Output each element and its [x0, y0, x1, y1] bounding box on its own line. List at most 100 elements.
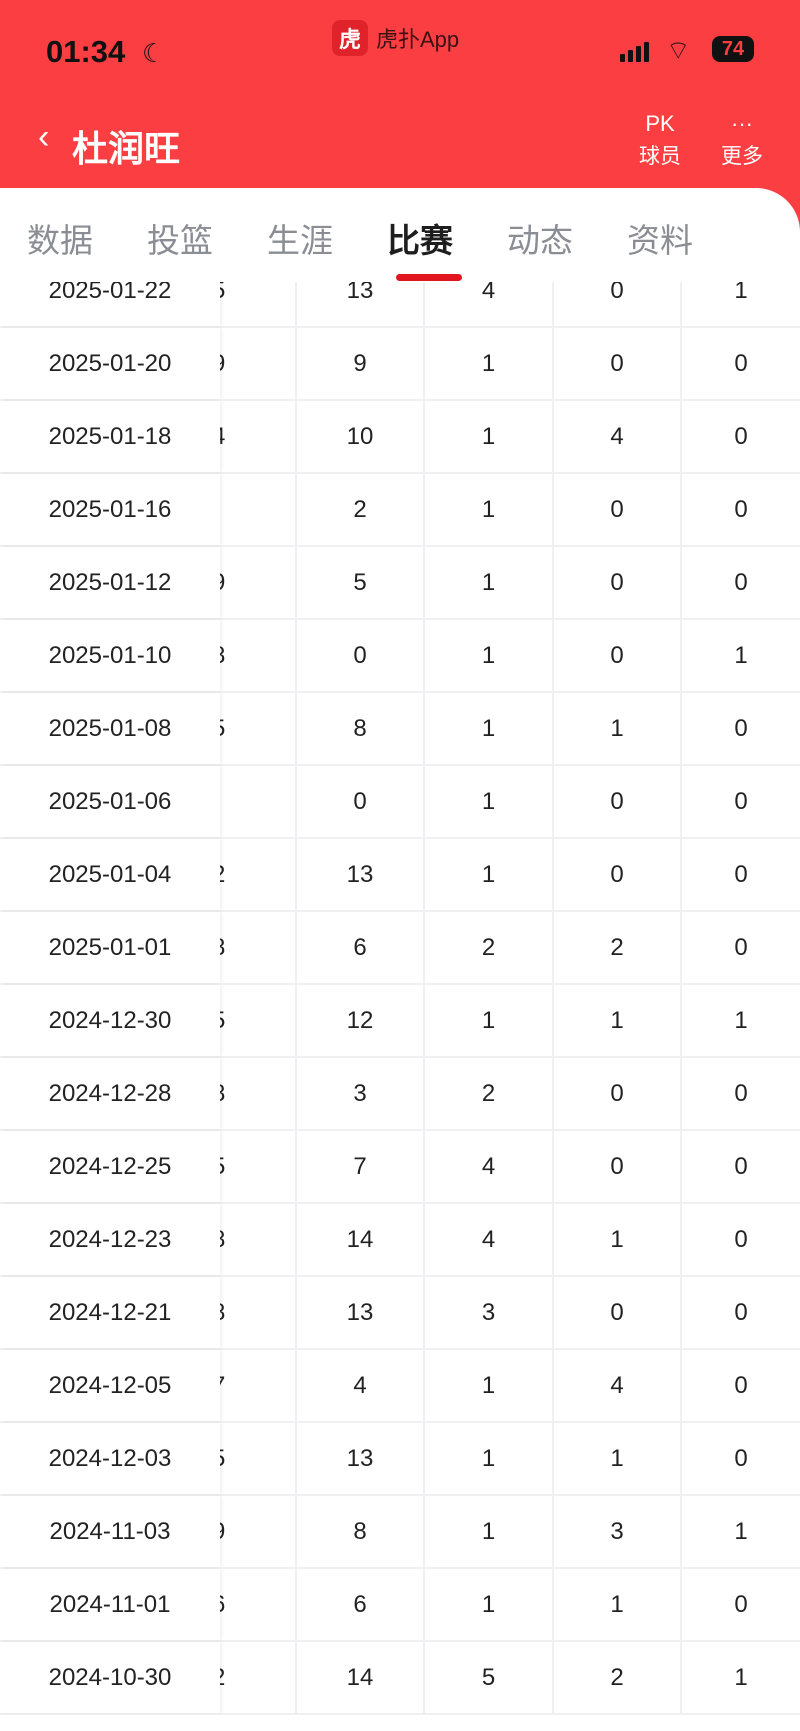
wifi-icon: ⌔: [666, 35, 691, 65]
back-icon[interactable]: ‹: [38, 118, 50, 156]
table-row[interactable]: 2024-12-2883200: [0, 1058, 800, 1131]
stat-cell: 1: [552, 1569, 680, 1640]
app-indicator[interactable]: 虎 虎扑App: [332, 20, 459, 56]
stat-cell: 0: [680, 1277, 800, 1348]
stat-cell: 1: [680, 1496, 800, 1567]
table-row[interactable]: 2025-01-06 0 1 0 0: [0, 766, 800, 839]
date-cell: 2024-10-30: [0, 1642, 220, 1713]
date-cell: 2025-01-08: [0, 693, 220, 764]
table-row[interactable]: 2025-01-1080101: [0, 620, 800, 693]
stat-cell: 13: [295, 282, 423, 326]
date-cell: 2025-01-12: [0, 547, 220, 618]
table-row[interactable]: 2024-12-30512111: [0, 985, 800, 1058]
stat-cell: 4: [423, 1204, 552, 1275]
battery-icon: 74: [712, 36, 754, 62]
tab-0[interactable]: 数据: [27, 222, 93, 259]
more-button[interactable]: ··· 更多: [712, 108, 772, 170]
stat-cell: 13: [295, 839, 423, 910]
table-row[interactable]: 2025-01-0186220: [0, 912, 800, 985]
stat-cell: 4: [295, 1350, 423, 1421]
table-row[interactable]: 2024-11-0166110: [0, 1569, 800, 1642]
stat-cell: 0: [552, 1277, 680, 1348]
stat-cell: 1: [680, 985, 800, 1056]
stat-cell: 5: [423, 1642, 552, 1713]
table-row[interactable]: 2025-01-04213100: [0, 839, 800, 912]
app-logo-icon: 虎: [332, 20, 368, 56]
active-tab-indicator: [396, 274, 462, 281]
stat-cell: 0: [552, 474, 680, 545]
stat-cell: 4: [423, 282, 552, 326]
tab-4[interactable]: 动态: [507, 222, 573, 259]
stat-cell: 1: [423, 474, 552, 545]
table-row[interactable]: 2024-10-30214521: [0, 1642, 800, 1715]
game-log-table[interactable]: 2025-01-225134012025-01-20991002025-01-1…: [0, 282, 800, 1731]
table-row[interactable]: 2024-12-23814410: [0, 1204, 800, 1277]
stat-cell: 2: [552, 912, 680, 983]
table-row[interactable]: 2024-12-21813300: [0, 1277, 800, 1350]
table-row[interactable]: 2024-12-2557400: [0, 1131, 800, 1204]
stat-cell: 1: [680, 282, 800, 326]
stat-cell: 0: [680, 1204, 800, 1275]
stat-cell: 0: [680, 912, 800, 983]
tab-2[interactable]: 生涯: [267, 222, 333, 259]
stat-cell: 0: [552, 282, 680, 326]
date-cell: 2025-01-06: [0, 766, 220, 837]
stat-cell: 1: [423, 1423, 552, 1494]
date-cell: 2025-01-10: [0, 620, 220, 691]
stat-cell: 1: [423, 328, 552, 399]
date-cell: 2024-11-01: [0, 1569, 220, 1640]
stat-cell: 14: [295, 1204, 423, 1275]
stat-cell: 0: [552, 1131, 680, 1202]
table-row[interactable]: 2025-01-18410140: [0, 401, 800, 474]
stat-cell: 4: [423, 1131, 552, 1202]
stat-cell: 6: [295, 1569, 423, 1640]
stat-cell: 8: [295, 693, 423, 764]
stat-cell: 3: [552, 1496, 680, 1567]
stat-cell: 0: [680, 1058, 800, 1129]
stat-cell: 1: [552, 1204, 680, 1275]
stat-cell: 2: [423, 912, 552, 983]
stat-cell: 0: [552, 547, 680, 618]
stat-cell: 1: [423, 985, 552, 1056]
table-row[interactable]: 2025-01-1295100: [0, 547, 800, 620]
table-row[interactable]: 2025-01-22513401: [0, 282, 800, 328]
tab-1[interactable]: 投篮: [147, 222, 213, 259]
table-row[interactable]: 2024-12-03513110: [0, 1423, 800, 1496]
stat-cell: 4: [552, 1350, 680, 1421]
stat-cell: 2: [552, 1642, 680, 1713]
tab-3[interactable]: 比赛: [387, 222, 453, 259]
stat-cell: 6: [295, 912, 423, 983]
stat-cell: 0: [680, 1350, 800, 1421]
stat-cell: 1: [423, 1496, 552, 1567]
player-pk-button[interactable]: PK 球员: [630, 108, 690, 170]
stat-cell: 10: [295, 401, 423, 472]
stat-cell: 0: [295, 620, 423, 691]
date-cell: 2025-01-20: [0, 328, 220, 399]
date-cell: 2024-12-30: [0, 985, 220, 1056]
table-row[interactable]: 2024-12-0574140: [0, 1350, 800, 1423]
tab-5[interactable]: 资料: [627, 222, 693, 259]
stat-cell: 1: [680, 1642, 800, 1713]
stat-cell: 2: [295, 474, 423, 545]
moon-icon: ☾: [142, 38, 166, 68]
stat-cell: 12: [295, 985, 423, 1056]
stat-cell: 0: [680, 401, 800, 472]
stat-cell: 14: [295, 1642, 423, 1713]
stat-cell: 1: [423, 1569, 552, 1640]
pk-icon: PK: [645, 111, 675, 136]
stat-cell: 1: [423, 766, 552, 837]
stat-cell: 3: [295, 1058, 423, 1129]
date-cell: 2024-12-05: [0, 1350, 220, 1421]
stat-cell: 0: [680, 474, 800, 545]
table-row[interactable]: 2025-01-16 2 1 0 0: [0, 474, 800, 547]
table-row[interactable]: 2025-01-0858110: [0, 693, 800, 766]
stat-cell: 2: [423, 1058, 552, 1129]
stat-cell: 0: [552, 1058, 680, 1129]
stat-cell: 7: [295, 1131, 423, 1202]
date-cell: 2024-12-03: [0, 1423, 220, 1494]
stat-cell: 9: [295, 328, 423, 399]
pk-label: 球员: [639, 145, 681, 168]
page-title: 杜润旺: [72, 128, 181, 169]
table-row[interactable]: 2025-01-2099100: [0, 328, 800, 401]
table-row[interactable]: 2024-11-0398131: [0, 1496, 800, 1569]
